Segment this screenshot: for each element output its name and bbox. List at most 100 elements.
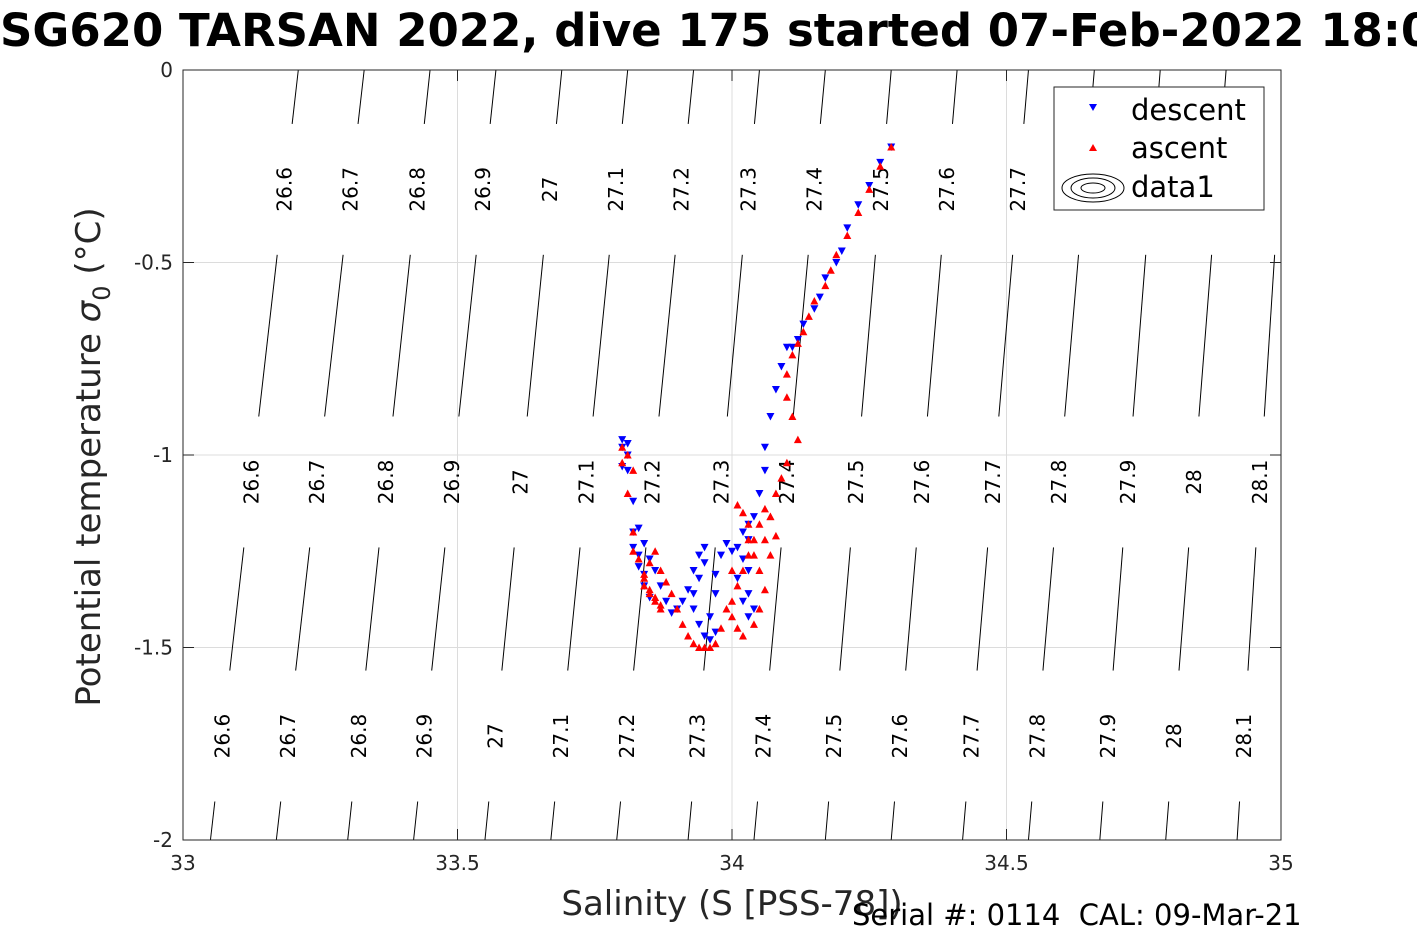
ascent-point: [645, 585, 654, 594]
isopycnal-label: 26.7: [276, 714, 300, 759]
y-axis-label-text: Potential temperature: [69, 333, 109, 706]
ascent-point: [656, 601, 665, 609]
series-ascent: [618, 143, 896, 651]
x-tick-label: 33: [170, 851, 195, 875]
descent-point: [634, 563, 643, 571]
x-tick-label: 34.5: [984, 851, 1029, 875]
descent-point: [722, 540, 731, 548]
legend-descent-marker: [1089, 104, 1097, 111]
ascent-point: [640, 574, 649, 582]
isopycnal-label: 26.6: [239, 460, 263, 505]
isopycnal-line: [1178, 547, 1190, 671]
ascent-point: [760, 504, 769, 513]
isopycnal-line: [229, 547, 245, 671]
ascent-point: [695, 643, 704, 651]
ascent-point: [749, 551, 758, 559]
isopycnal-line: [392, 254, 411, 417]
isopycnal-label: 27.6: [935, 167, 959, 212]
isopycnal-line: [926, 254, 942, 417]
isopycnal-line: [1023, 69, 1029, 124]
descent-point: [771, 386, 780, 394]
ascent-point: [760, 585, 769, 594]
descent-point: [738, 555, 747, 563]
y-tick-label: -1.5: [134, 636, 173, 660]
isopycnal-line: [567, 547, 581, 671]
y-tick-label: -1: [153, 443, 173, 467]
descent-point: [662, 597, 671, 606]
isopycnal-label: 26.8: [374, 460, 398, 505]
isopycnal-label: 27.2: [640, 460, 664, 505]
isopycnal-line: [616, 801, 622, 841]
descent-point: [815, 293, 824, 302]
isopycnal-line: [555, 69, 563, 124]
series-descent: [618, 143, 896, 644]
isopycnal-label: 27.7: [959, 714, 983, 759]
descent-point: [695, 574, 704, 583]
isopycnal-line: [291, 69, 299, 124]
isopycnal-label: 27.6: [888, 714, 912, 759]
isopycnal-line: [1198, 254, 1213, 417]
ascent-point: [728, 566, 736, 574]
descent-point: [706, 613, 715, 621]
y-tick-label: -2: [153, 828, 173, 852]
isopycnal-label: 27.4: [775, 460, 799, 505]
descent-point: [618, 436, 627, 444]
axis-ticks: 33 33.5 34 34.5 35 0 -0.5 -1 -1.5 -2: [134, 58, 1294, 875]
isopycnal-line: [886, 69, 892, 124]
isopycnal-line: [687, 801, 693, 841]
ascent-point: [755, 520, 764, 528]
descent-point: [656, 582, 665, 590]
isopycnal-line: [1099, 801, 1104, 841]
isopycnal-label: 27.9: [1116, 460, 1140, 505]
isopycnal-line: [1042, 547, 1054, 671]
legend-data1-label: data1: [1131, 170, 1215, 204]
descent-point: [744, 590, 753, 598]
legend-ascent-marker: [1089, 144, 1097, 151]
ascent-point: [651, 547, 660, 555]
ascent-point: [722, 605, 731, 613]
descent-point: [832, 259, 841, 267]
y-tick-label: 0: [160, 58, 173, 82]
descent-point: [766, 413, 775, 421]
ascent-point: [634, 554, 643, 563]
isopycnal-contours: 26.6 26.6 26.6 26.7 26.7 26.7 26.8 26.8 26.8 26.9…: [209, 69, 1276, 841]
legend-contour-icon: [1061, 173, 1125, 203]
descent-point: [623, 439, 632, 448]
ascent-point: [771, 531, 780, 540]
descent-point: [700, 632, 709, 640]
ascent-point: [887, 143, 896, 151]
isopycnal-label: 27: [538, 177, 562, 202]
legend-box: [1053, 86, 1265, 211]
ascent-point: [782, 458, 791, 467]
descent-point: [695, 551, 704, 560]
descent-point: [634, 524, 643, 533]
isopycnal-line: [890, 801, 896, 841]
ascent-point: [711, 639, 720, 648]
ascent-point: [717, 624, 726, 632]
isopycnal-label: 26.6: [210, 714, 234, 759]
ascent-point: [738, 631, 747, 640]
descent-point: [728, 547, 736, 556]
descent-point: [700, 559, 709, 567]
isopycnal-line: [687, 69, 695, 124]
isopycnal-line: [905, 547, 917, 671]
descent-point: [640, 540, 649, 548]
descent-point: [799, 320, 808, 329]
y-axis-label-subscript: 0: [88, 285, 116, 300]
isopycnal-label: 27.8: [1025, 714, 1049, 759]
ascent-point: [810, 297, 819, 305]
isopycnal-label: 28: [1162, 723, 1186, 748]
ascent-point: [733, 624, 742, 632]
y-tick-label: -0.5: [134, 251, 173, 275]
isopycnal-label: 28.1: [1248, 460, 1272, 505]
ascent-point: [667, 589, 676, 598]
isopycnal-line: [769, 547, 782, 671]
isopycnal-label: 27.7: [1006, 167, 1030, 212]
ascent-point: [656, 566, 665, 574]
isopycnal-line: [819, 69, 826, 124]
isopycnal-label: 27.5: [844, 460, 868, 505]
isopycnal-label: 26.9: [413, 714, 437, 759]
isopycnal-line: [526, 254, 544, 417]
descent-point: [678, 597, 687, 606]
